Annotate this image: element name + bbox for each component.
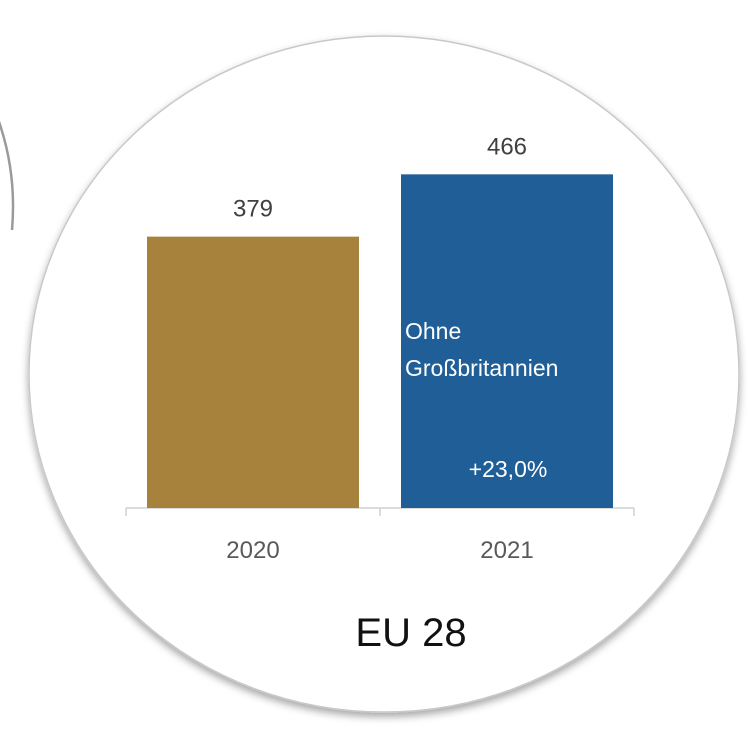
data-label-2020: 379 [233, 196, 273, 223]
annotation-grossbritannien: Großbritannien [405, 355, 558, 381]
change-label: +23,0% [469, 456, 548, 482]
bar-2021 [401, 174, 613, 508]
data-label-2021: 466 [487, 133, 527, 160]
x-tick-label-2021: 2021 [480, 537, 533, 564]
annotation-ohne: Ohne [405, 318, 461, 344]
bar-2020 [147, 236, 359, 509]
left-circle-edge [0, 121, 15, 231]
region-label: EU 28 [355, 611, 466, 655]
x-tick-label-2020: 2020 [226, 537, 279, 564]
